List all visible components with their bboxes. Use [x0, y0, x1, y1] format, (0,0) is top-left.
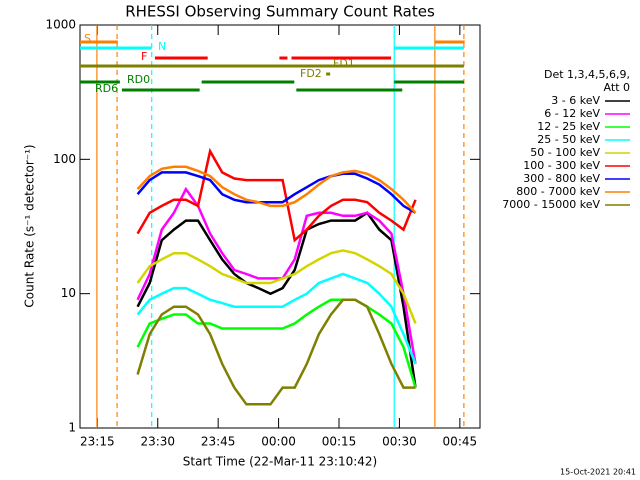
y-tick-label: 100 [53, 152, 76, 166]
y-axis-label: Count Rate (s⁻¹ detector⁻¹) [23, 144, 37, 307]
footer: 15-Oct-2021 20:41 [560, 468, 636, 477]
y-tick-label: 10 [61, 286, 76, 300]
series-line [136, 186, 417, 365]
series-line [136, 298, 417, 388]
flag-label: N [158, 40, 166, 53]
series-line [136, 165, 417, 214]
x-axis-label: Start Time (22-Mar-11 23:10:42) [183, 455, 377, 469]
series-line [136, 147, 417, 243]
legend-label: 50 - 100 keV [530, 146, 600, 159]
flag-label: FD1 [333, 57, 355, 70]
x-tick-label: 00:00 [261, 435, 296, 449]
x-tick-label: 00:15 [322, 435, 357, 449]
y-tick-label: 1 [68, 421, 76, 435]
legend-label: 3 - 6 keV [551, 94, 600, 107]
x-tick-label: 00:30 [382, 435, 417, 449]
x-tick-label: 00:45 [443, 435, 478, 449]
x-tick-label: 23:15 [80, 435, 115, 449]
chart-title: RHESSI Observing Summary Count Rates [125, 3, 435, 21]
legend-label: 12 - 25 keV [537, 120, 600, 133]
legend-label: 6 - 12 keV [544, 107, 600, 120]
legend-title: Det 1,3,4,5,6,9, [544, 68, 630, 81]
flag-label: RD0 [127, 73, 150, 86]
legend-title: Att 0 [604, 81, 630, 94]
series-line [136, 171, 417, 214]
series-line [136, 298, 416, 406]
series-line [136, 249, 417, 324]
flag-label: S [84, 32, 91, 45]
series-line [136, 211, 417, 388]
legend-label: 25 - 50 keV [537, 133, 600, 146]
legend-label: 800 - 7000 keV [516, 185, 600, 198]
legend-label: 7000 - 15000 keV [502, 198, 600, 211]
y-tick-label: 1000 [45, 18, 76, 32]
flag-label: RD6 [95, 82, 118, 95]
legend-label: 100 - 300 keV [523, 159, 600, 172]
flag-label: FD2 [300, 67, 322, 80]
x-tick-label: 23:30 [140, 435, 175, 449]
plot-frame [79, 24, 481, 429]
series-line [136, 272, 417, 365]
flag-label: F [141, 50, 147, 63]
x-tick-label: 23:45 [201, 435, 236, 449]
legend-label: 300 - 800 keV [523, 172, 600, 185]
